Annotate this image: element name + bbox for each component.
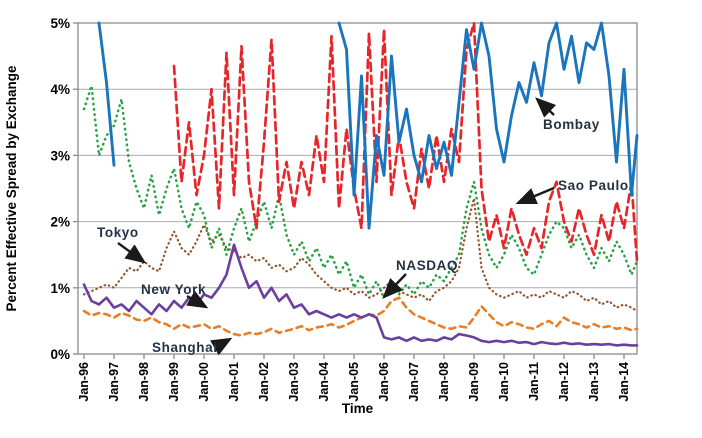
annotation-arrow-bombay [535, 97, 557, 118]
x-tick-label: Jan-99 [167, 362, 181, 402]
x-axis-title: Time [342, 401, 374, 416]
x-tick-label: Jan-09 [467, 362, 481, 402]
x-tick-label: Jan-05 [347, 362, 361, 402]
y-tick-label: 5% [50, 16, 70, 31]
annotation-arrow-nasdaq [382, 273, 407, 299]
x-tick-label: Jan-06 [377, 362, 391, 402]
x-tick-label: Jan-10 [497, 362, 511, 402]
annotation-label-new-york: New York [141, 282, 206, 297]
annotation-arrow-new-york [186, 290, 209, 309]
x-tick-label: Jan-98 [137, 362, 151, 402]
series-line-nasdaq [82, 84, 639, 299]
annotation-label-tokyo: Tokyo [97, 225, 139, 240]
x-tick-label: Jan-96 [77, 362, 91, 402]
x-tick-label: Jan-14 [617, 362, 631, 402]
x-tick-label: Jan-01 [227, 362, 241, 402]
annotation-label-sao-paulo: Sao Paulo [558, 178, 629, 193]
x-tick-label: Jan-03 [287, 362, 301, 402]
x-tick-label: Jan-12 [557, 362, 571, 402]
y-tick-label: 2% [50, 215, 70, 230]
series-line-bombay [97, 21, 639, 230]
x-tick-label: Jan-02 [257, 362, 271, 402]
y-tick-label: 0% [50, 347, 70, 362]
plot-border [77, 22, 638, 355]
series-line-new-york [82, 243, 639, 347]
annotation-label-nasdaq: NASDAQ [396, 258, 458, 273]
annotation-arrow-tokyo [117, 242, 147, 264]
x-tick-label: Jan-08 [437, 362, 451, 402]
y-tick-label: 3% [50, 148, 70, 163]
series-line-sao-paulo [172, 21, 639, 263]
y-axis-title: Percent Effective Spread by Exchange [4, 65, 19, 312]
annotation-arrow-shanghai [210, 337, 233, 356]
x-tick-label: Jan-04 [317, 362, 331, 402]
y-tick-label: 1% [50, 281, 70, 296]
y-tick-label: 4% [50, 82, 70, 97]
x-tick-label: Jan-07 [407, 362, 421, 402]
x-tick-label: Jan-97 [107, 362, 121, 402]
series-line-tokyo [82, 197, 639, 313]
annotation-label-bombay: Bombay [543, 117, 600, 132]
annotation-arrow-sao-paulo [515, 186, 555, 205]
x-tick-label: Jan-00 [197, 362, 211, 402]
annotation-label-shanghai: Shanghai [152, 340, 218, 355]
x-tick-label: Jan-13 [587, 362, 601, 402]
x-tick-label: Jan-11 [527, 362, 541, 401]
